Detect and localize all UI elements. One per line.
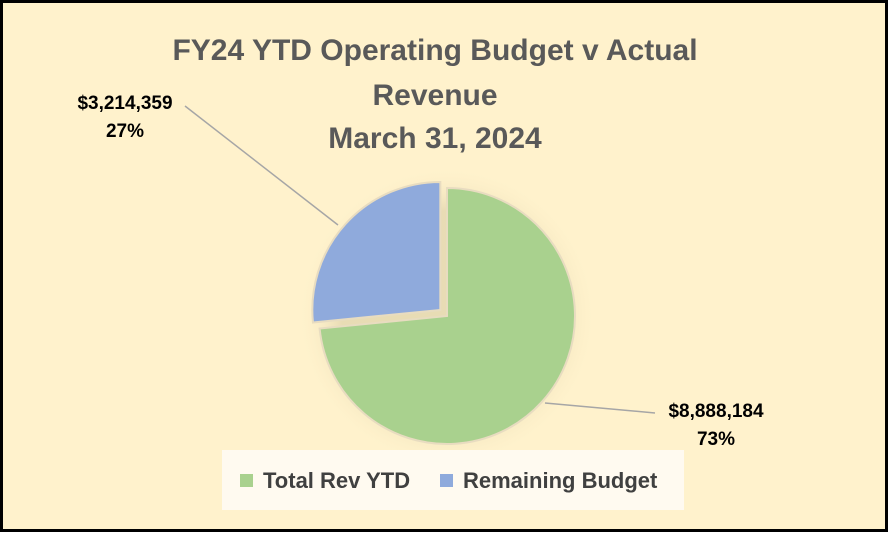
pie-slice — [318, 186, 576, 445]
chart-title: FY24 YTD Operating Budget v Actual — [172, 34, 697, 67]
leader-line — [184, 105, 339, 226]
chart-title: March 31, 2024 — [328, 122, 542, 155]
legend-swatch — [440, 474, 453, 487]
legend-label: Remaining Budget — [463, 468, 658, 493]
leader-line — [544, 402, 656, 414]
pie-slice — [311, 180, 442, 324]
legend-label: Total Rev YTD — [263, 468, 410, 493]
data-label: 27% — [106, 121, 144, 142]
data-label: 73% — [697, 429, 735, 450]
data-label: $3,214,359 — [77, 93, 172, 114]
data-label: $8,888,184 — [668, 401, 764, 422]
chart-title: Revenue — [372, 79, 497, 112]
legend-swatch — [240, 474, 253, 487]
